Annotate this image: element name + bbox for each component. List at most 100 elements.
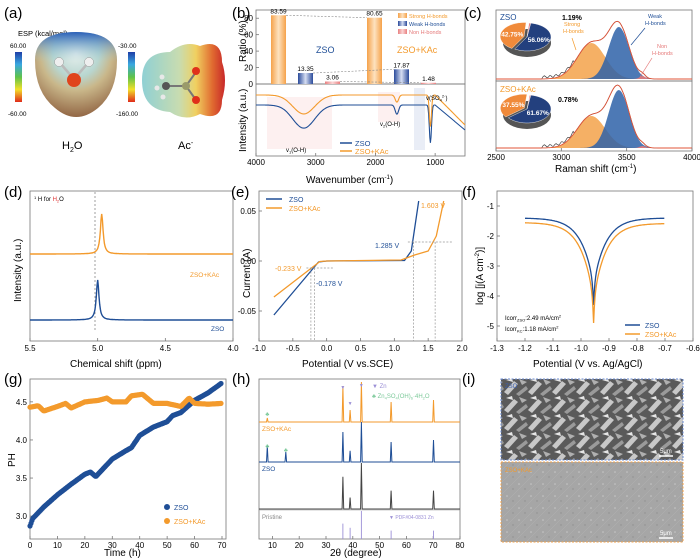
y-tick-label: 0 — [249, 80, 254, 89]
raman-bottom-label: ZSO+KAc — [500, 85, 536, 94]
x-tick-label: 2.0 — [456, 344, 468, 353]
nmr-x-label: Chemical shift (ppm) — [70, 359, 162, 370]
y-tick-label: 3.5 — [16, 474, 28, 483]
pie-top-non-pct: 1.19% — [562, 15, 583, 22]
pie-slice-non — [526, 94, 532, 110]
v2-region-highlight — [378, 92, 400, 122]
y-tick-label: -2 — [487, 232, 495, 241]
non-hbond-peak — [496, 146, 692, 148]
icorr-zso: IcorrZSO:2.49 mA/cm2 — [505, 314, 562, 323]
sem-image-kac — [500, 461, 684, 543]
h2o-scale-max: 60.00 — [10, 43, 27, 50]
y-tick-label: -4 — [487, 292, 495, 301]
y-tick-label: -5 — [487, 322, 495, 331]
xrd-label-kac: ZSO+KAc — [262, 426, 292, 433]
pie-pct-label: 56.06% — [528, 37, 550, 44]
x-tick-label: 40 — [348, 541, 357, 550]
y-tick-label: 40 — [244, 47, 253, 56]
ac-scale-min: -160.00 — [116, 111, 138, 118]
pie-slice-weak — [507, 94, 552, 124]
nmr-spectrum-zso — [30, 279, 233, 321]
x-tick-label: 70 — [429, 541, 438, 550]
x-tick-label: -0.5 — [286, 344, 300, 353]
x-tick-label: 5.5 — [24, 344, 36, 353]
panel-b-label: (b) — [232, 5, 250, 22]
nmr-spectrum-zso-kac — [30, 213, 233, 255]
connector-line — [339, 81, 422, 84]
x-tick-label: 4.0 — [227, 344, 239, 353]
ph-legend-zso: ZSO — [174, 505, 189, 512]
weak-arrow — [630, 27, 646, 46]
raman-bottom-frame — [495, 80, 693, 152]
panel-e: (e) -1.0 -0.5 0.0 0.5 1.0 1.5 2.0 -0.05 0.00 0.05… — [231, 184, 468, 370]
ir-plot-frame — [255, 83, 466, 157]
x-tick-label: -1.3 — [490, 344, 504, 353]
xrd-frame — [258, 378, 461, 540]
x-tick-label: 0.0 — [321, 344, 333, 353]
y-tick-label: 3.0 — [16, 512, 28, 521]
zn-peak-marker: ▼ — [348, 401, 353, 407]
panel-d-label: (d) — [4, 184, 22, 201]
ir-legend-kac: ZSO+KAc — [355, 147, 389, 156]
panel-i: (i) ZSO ZSO+KAc 5μm 5μm — [462, 371, 684, 543]
x-tick-label: 2500 — [487, 153, 505, 162]
x-tick-label: 30 — [108, 541, 117, 550]
pie-pct-label: 61.67% — [527, 110, 549, 117]
pie-bottom-non-pct: 0.78% — [558, 97, 579, 104]
x-tick-label: 3500 — [618, 153, 636, 162]
non-hbond-peak — [496, 76, 692, 79]
tafel-legend-zso: ZSO — [645, 323, 660, 330]
y-tick-label: -3 — [487, 262, 495, 271]
xrd-legend-zn: ▼ Zn — [372, 384, 387, 390]
y-tick-label: 60 — [244, 31, 253, 40]
x-tick-label: 40 — [135, 541, 144, 550]
x-tick-label: -1.1 — [546, 344, 560, 353]
panel-c: (c) 56.06% 42.75% 61.67%37.55% ZSO ZSO+KAc… — [464, 5, 700, 175]
x-tick-label: 1000 — [426, 158, 444, 167]
x-tick-label: 4000 — [247, 158, 265, 167]
v2-oh-annotation: v2(O-H) — [380, 122, 400, 129]
pie-pct-label: 42.75% — [501, 32, 523, 39]
bar-non-h-bonds — [325, 81, 340, 84]
raman-fit-envelope — [496, 84, 692, 149]
v1-region-highlight — [267, 97, 332, 149]
bar-value-label: 17.87 — [393, 62, 410, 69]
group-label-kac: ZSO+KAc — [397, 45, 438, 55]
lsv-curve-zso — [273, 200, 420, 316]
bar-value-label: 80.65 — [366, 11, 383, 18]
ph-frame — [29, 378, 227, 540]
y-tick-label: 20 — [244, 64, 253, 73]
panel-e-label: (e) — [231, 184, 249, 201]
pie-slice-strong — [499, 22, 527, 49]
x-tick-label: 50 — [163, 541, 172, 550]
panel-f-label: (f) — [462, 184, 476, 201]
x-tick-label: 0 — [28, 541, 33, 550]
xrd-label-zso: ZSO — [262, 466, 275, 473]
bar-legend: Strong H-bonds Weak H-bonds Non H-bonds — [398, 13, 448, 36]
ac-name: Ac- — [178, 140, 194, 152]
weak-hbond-label: Weak H-bonds — [645, 14, 666, 27]
panel-g: (g) 0 10 20 30 40 50 60 70 3.0 3.5 4.0 4.5 ZSO ZSO+… — [4, 371, 227, 559]
panel-a: (a) ESP (kcal/mol) 60.00 -60.00 H2O -30.… — [4, 5, 225, 154]
legend-weak: Weak H-bonds — [409, 22, 446, 28]
non-arrow — [639, 57, 653, 78]
x-tick-label: -1.2 — [518, 344, 532, 353]
hydrogen-atom — [160, 94, 166, 100]
oxygen-atom — [67, 73, 81, 87]
sem-label-zso: ZSO — [505, 384, 518, 390]
y-tick-label: -0.05 — [238, 307, 257, 316]
xrd-pdf-label: ▼ PDF#04-0831 Zn — [389, 515, 434, 521]
pie-slice-weak — [514, 22, 552, 52]
x-tick-label: 80 — [456, 541, 465, 550]
pie-pct-label: 37.55% — [502, 102, 524, 109]
x-tick-label: -1.0 — [252, 344, 266, 353]
non-hbond-label: Non H-bonds — [652, 44, 673, 57]
annot-zso-cathodic: 1.285 V — [375, 243, 399, 250]
x-tick-label: 50 — [375, 541, 384, 550]
nmr-frame — [29, 190, 234, 342]
panel-h: (h) 10 20 30 40 50 60 70 80 ▼ ▼ ▼ ♣ ♣ ♣ ▼ Zn ♣ Zn4SO4… — [232, 371, 465, 559]
x-tick-label: 5.0 — [92, 344, 104, 353]
x-tick-label: 4.5 — [160, 344, 172, 353]
x-tick-label: -0.9 — [602, 344, 616, 353]
